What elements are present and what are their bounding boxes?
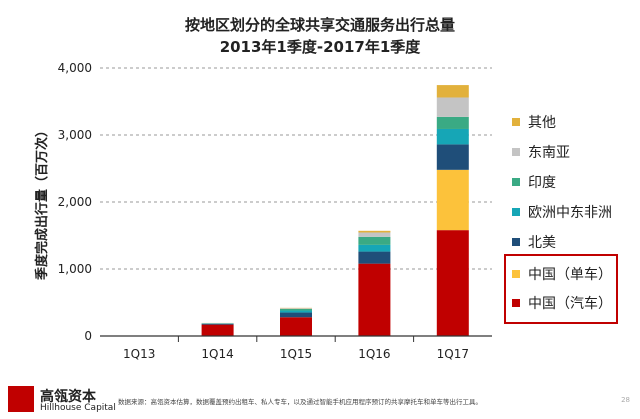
legend-label: 东南亚 (528, 145, 570, 161)
bar-segment (358, 244, 391, 252)
y-axis-title: 季度完成出行量（百万次） (34, 124, 50, 281)
legend-swatch (512, 270, 520, 278)
legend-item: 东南亚 (512, 142, 570, 162)
legend-label: 北美 (528, 235, 556, 251)
legend-item: 其他 (512, 112, 556, 132)
x-tick-label: 1Q14 (201, 347, 233, 361)
legend-swatch (512, 148, 520, 156)
bar-segment (280, 308, 312, 309)
bar-segment (358, 251, 391, 264)
bar-segment (436, 230, 469, 336)
page-number: 28 (621, 396, 630, 404)
legend-swatch (512, 238, 520, 246)
logo-english-name: Hillhouse Capital (40, 403, 116, 413)
bar-segment (358, 263, 391, 336)
china-highlight-box (504, 254, 618, 324)
x-tick-label: 1Q13 (123, 347, 155, 361)
source-footnote: 数据来源：高瓴资本估算，数据覆盖预约出租车、私人专车，以及通过智能手机应用程序预… (118, 398, 482, 406)
legend-swatch (512, 208, 520, 216)
y-tick-label: 1,000 (58, 262, 92, 276)
legend-item: 欧洲中东非洲 (512, 202, 612, 222)
bar-segment (201, 324, 234, 336)
bar-segment (436, 169, 469, 231)
logo-chinese-name: 高瓴资本 (40, 389, 96, 405)
bar-segment (280, 317, 312, 336)
chart-title: 按地区划分的全球共享交通服务出行总量 (184, 16, 455, 34)
bar-segment (280, 310, 312, 313)
legend-label: 其他 (528, 115, 556, 131)
x-tick-label: 1Q15 (280, 347, 312, 361)
legend-label: 印度 (528, 175, 556, 191)
y-tick-label: 2,000 (58, 195, 92, 209)
legend-item: 中国（单车） (512, 264, 612, 284)
bar-segment (280, 308, 312, 311)
y-tick-label: 3,000 (58, 128, 92, 142)
legend-item: 印度 (512, 172, 556, 192)
legend-label: 中国（汽车） (528, 296, 612, 312)
hillhouse-logo-icon (8, 386, 34, 412)
legend-swatch (512, 118, 520, 126)
x-tick-label: 1Q16 (358, 347, 390, 361)
bar-segment (436, 116, 469, 129)
bar-segment (436, 97, 469, 117)
bar-segment (201, 323, 234, 325)
bar-segment (436, 128, 469, 145)
x-tick-label: 1Q17 (437, 347, 469, 361)
legend-swatch (512, 178, 520, 186)
bar-segment (358, 230, 391, 233)
bar-segment (358, 232, 391, 237)
chart-subtitle: 2013年1季度-2017年1季度 (219, 38, 421, 56)
legend-swatch (512, 299, 520, 307)
legend-label: 中国（单车） (528, 267, 612, 283)
bar-segment (280, 312, 312, 318)
y-tick-label: 0 (84, 329, 92, 343)
bar-segment (436, 85, 469, 98)
bar-segment (436, 144, 469, 170)
y-tick-label: 4,000 (58, 61, 92, 75)
legend-label: 欧洲中东非洲 (528, 205, 612, 221)
legend-item: 北美 (512, 232, 556, 252)
bar-segment (358, 236, 391, 245)
legend-item: 中国（汽车） (512, 293, 612, 313)
